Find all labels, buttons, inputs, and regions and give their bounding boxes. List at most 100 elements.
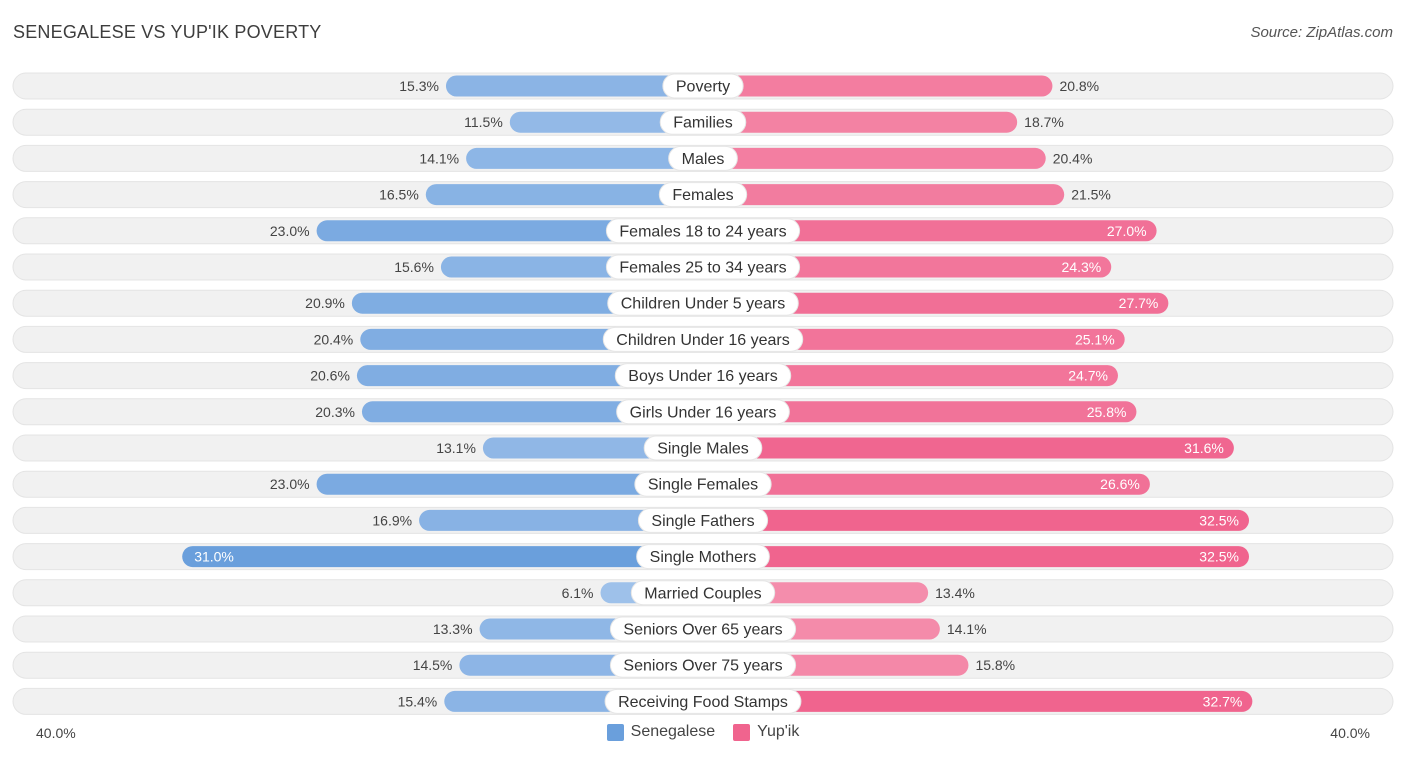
value-label-senegalese: 16.5% xyxy=(379,187,419,203)
value-label-senegalese: 16.9% xyxy=(372,512,412,528)
value-label-yupik: 18.7% xyxy=(1024,114,1064,130)
value-label-yupik: 20.4% xyxy=(1053,150,1093,166)
value-label-yupik: 14.1% xyxy=(947,621,987,637)
axis-max-label: 40.0% xyxy=(1330,725,1370,741)
value-label-yupik: 25.1% xyxy=(1075,331,1115,347)
value-label-senegalese: 31.0% xyxy=(194,549,234,565)
bar-yupik xyxy=(703,220,1157,242)
category-label-background xyxy=(630,580,776,606)
category-label-background xyxy=(605,254,801,280)
row-seniors-over-65-years: 13.3% 14.1% Seniors Over 65 years xyxy=(12,615,1394,643)
value-label-senegalese: 11.5% xyxy=(464,114,503,130)
category-label-background xyxy=(604,688,802,714)
value-label-yupik: 21.5% xyxy=(1071,187,1111,203)
category-label: Children Under 5 years xyxy=(621,296,786,313)
row-single-mothers: 31.0% 32.5% Single Mothers xyxy=(12,543,1394,571)
chart-title: SENEGALESE VS YUP'IK POVERTY xyxy=(13,22,322,42)
bar-yupik xyxy=(703,184,1065,206)
bar-yupik xyxy=(703,437,1234,459)
value-label-senegalese: 20.6% xyxy=(310,368,350,384)
row-single-females: 23.0% 26.6% Single Females xyxy=(12,470,1394,498)
category-label: Males xyxy=(682,151,725,168)
legend-item-yupik[interactable]: Yup'ik xyxy=(733,723,799,741)
value-label-yupik: 27.7% xyxy=(1119,295,1159,311)
value-label-senegalese: 14.5% xyxy=(413,657,453,673)
value-label-senegalese: 15.6% xyxy=(394,259,434,275)
category-label-background xyxy=(614,363,792,389)
value-label-senegalese: 23.0% xyxy=(270,476,310,492)
category-label: Single Fathers xyxy=(651,513,754,530)
legend-label-yupik: Yup'ik xyxy=(757,723,800,740)
value-label-senegalese: 20.3% xyxy=(315,404,355,420)
category-label: Poverty xyxy=(676,79,730,96)
row-married-couples: 6.1% 13.4% Married Couples xyxy=(12,579,1394,607)
chart: 15.3% 20.8% Poverty 11.5% 18.7% Families 14.1%… xyxy=(12,72,1394,715)
value-label-senegalese: 14.1% xyxy=(419,150,459,166)
bar-yupik xyxy=(703,75,1053,97)
row-children-under-16-years: 20.4% 25.1% Children Under 16 years xyxy=(12,325,1394,353)
bar-yupik xyxy=(703,147,1046,169)
category-label: Boys Under 16 years xyxy=(628,368,777,385)
row-females-18-to-24-years: 23.0% 27.0% Females 18 to 24 years xyxy=(12,217,1394,245)
category-label-background xyxy=(602,326,804,352)
category-label-background xyxy=(616,399,790,425)
category-label: Seniors Over 65 years xyxy=(623,622,782,639)
bar-yupik xyxy=(703,111,1018,133)
legend-label-senegalese: Senegalese xyxy=(630,723,716,740)
category-label-background xyxy=(609,616,797,642)
legend-swatch-yupik xyxy=(733,723,751,741)
value-label-senegalese: 20.9% xyxy=(305,295,345,311)
value-label-yupik: 13.4% xyxy=(935,585,975,601)
category-label-background xyxy=(637,507,769,533)
bar-yupik xyxy=(703,690,1253,712)
category-label-background xyxy=(659,109,747,135)
row-families: 11.5% 18.7% Families xyxy=(12,108,1394,136)
bar-senegalese xyxy=(316,220,703,242)
value-label-yupik: 15.8% xyxy=(975,657,1015,673)
row-poverty: 15.3% 20.8% Poverty xyxy=(12,72,1394,100)
value-label-yupik: 31.6% xyxy=(1184,440,1224,456)
category-label: Families xyxy=(673,115,733,132)
category-label: Receiving Food Stamps xyxy=(618,694,788,711)
value-label-yupik: 32.5% xyxy=(1199,512,1239,528)
value-label-senegalese: 15.4% xyxy=(398,693,438,709)
value-label-senegalese: 13.3% xyxy=(433,621,473,637)
legend-item-senegalese[interactable]: Senegalese xyxy=(606,723,716,741)
value-label-senegalese: 15.3% xyxy=(399,78,439,94)
category-label-background xyxy=(605,218,801,244)
category-label-background xyxy=(668,145,738,171)
value-label-yupik: 25.8% xyxy=(1087,404,1127,420)
value-label-yupik: 27.0% xyxy=(1107,223,1147,239)
category-label-background xyxy=(643,435,763,461)
row-males: 14.1% 20.4% Males xyxy=(12,144,1394,172)
category-label: Seniors Over 75 years xyxy=(623,658,782,675)
bar-yupik xyxy=(703,328,1125,350)
bar-yupik xyxy=(703,292,1169,314)
axis-min-label: 40.0% xyxy=(36,725,76,741)
legend: Senegalese Yup'ik xyxy=(0,723,1406,741)
row-single-males: 13.1% 31.6% Single Males xyxy=(12,434,1394,462)
row-boys-under-16-years: 20.6% 24.7% Boys Under 16 years xyxy=(12,362,1394,390)
bar-yupik xyxy=(703,401,1137,423)
category-label: Girls Under 16 years xyxy=(630,404,777,421)
value-label-senegalese: 20.4% xyxy=(314,331,354,347)
row-seniors-over-75-years: 14.5% 15.8% Seniors Over 75 years xyxy=(12,651,1394,679)
bar-senegalese xyxy=(182,546,703,568)
bar-senegalese xyxy=(419,509,703,531)
bar-senegalese xyxy=(466,147,703,169)
value-label-yupik: 24.7% xyxy=(1068,368,1108,384)
bar-senegalese xyxy=(425,184,703,206)
category-label: Females 25 to 34 years xyxy=(619,260,786,277)
bar-yupik xyxy=(703,546,1249,568)
legend-swatch-senegalese xyxy=(606,723,624,741)
row-receiving-food-stamps: 15.4% 32.7% Receiving Food Stamps xyxy=(12,687,1394,715)
row-females-25-to-34-years: 15.6% 24.3% Females 25 to 34 years xyxy=(12,253,1394,281)
row-single-fathers: 16.9% 32.5% Single Fathers xyxy=(12,506,1394,534)
value-label-senegalese: 6.1% xyxy=(562,585,594,601)
bar-yupik xyxy=(703,256,1112,278)
category-label: Single Females xyxy=(648,477,758,494)
value-label-senegalese: 13.1% xyxy=(436,440,476,456)
category-label: Single Males xyxy=(657,441,749,458)
value-label-yupik: 20.8% xyxy=(1059,78,1099,94)
category-label: Females xyxy=(672,187,733,204)
